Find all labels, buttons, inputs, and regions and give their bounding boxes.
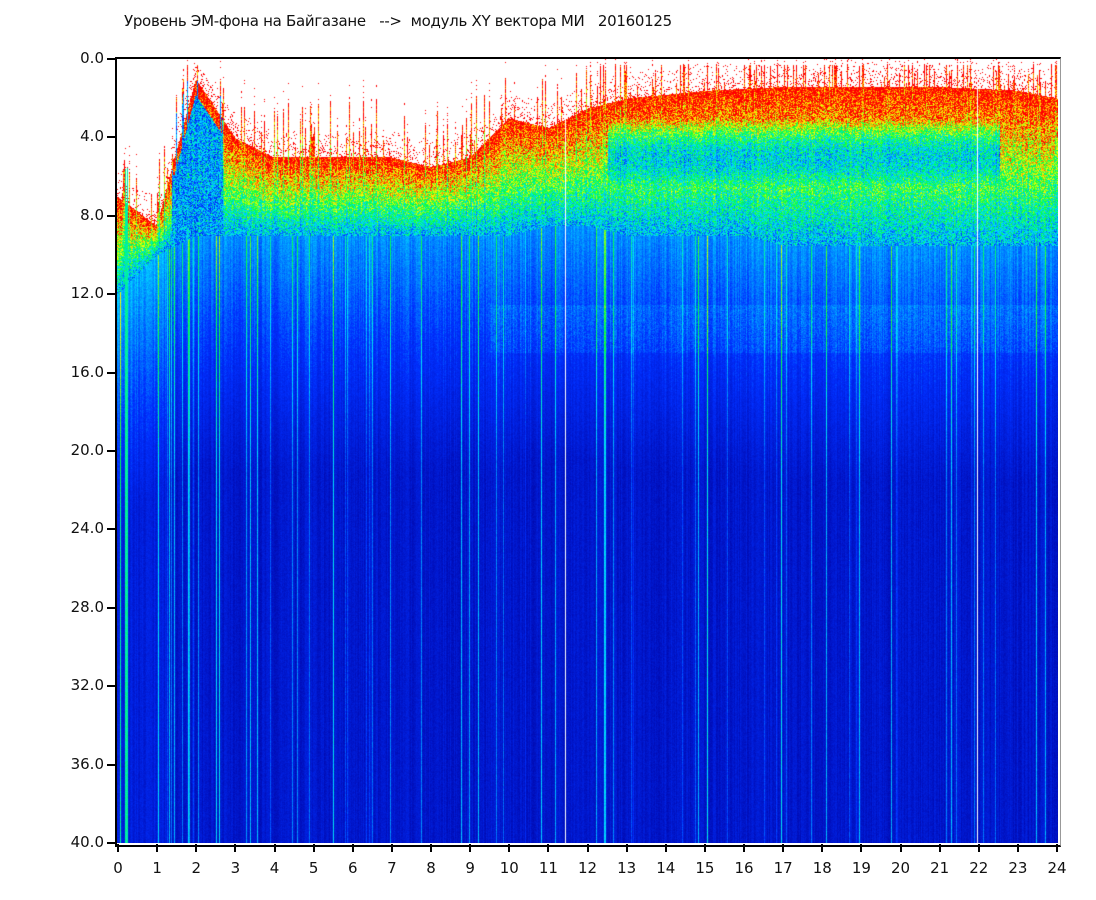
y-tick-label: 12.0: [70, 284, 104, 303]
y-tick: [107, 371, 117, 374]
x-tick: [703, 844, 706, 852]
x-tick: [1016, 844, 1019, 852]
x-tick: [821, 844, 824, 852]
x-tick-label: 2: [191, 859, 202, 877]
x-tick-label: 9: [465, 859, 475, 877]
y-tick: [107, 528, 117, 531]
x-tick: [547, 844, 550, 852]
x-tick-label: 13: [617, 859, 637, 877]
x-tick-label: 20: [890, 859, 911, 877]
x-tick: [977, 844, 980, 852]
x-tick: [195, 844, 198, 852]
spectrogram-heatmap: [117, 59, 1058, 843]
y-tick: [107, 450, 117, 452]
x-tick-label: 4: [269, 859, 280, 877]
x-tick: [1056, 844, 1058, 852]
y-tick-label: 40.0: [70, 833, 104, 851]
x-tick-label: 8: [426, 859, 436, 877]
y-tick-label: 36.0: [70, 754, 104, 773]
x-tick: [782, 844, 785, 852]
y-tick: [107, 293, 117, 296]
x-tick: [508, 844, 511, 852]
x-tick: [430, 844, 432, 852]
y-tick-label: 16.0: [70, 362, 104, 381]
x-tick-label: 14: [656, 859, 676, 877]
y-tick-label: 0.0: [80, 49, 104, 67]
x-tick: [664, 844, 667, 852]
x-tick: [625, 844, 628, 852]
x-tick: [117, 844, 119, 852]
x-tick: [156, 844, 159, 852]
x-tick-label: 11: [538, 859, 558, 877]
y-tick: [107, 606, 117, 609]
y-tick: [107, 685, 117, 688]
x-tick: [899, 844, 902, 852]
x-tick-label: 5: [308, 859, 319, 877]
y-tick: [107, 58, 117, 60]
x-tick-label: 19: [851, 859, 871, 877]
y-tick-label: 24.0: [70, 519, 104, 538]
y-tick: [107, 763, 117, 766]
y-tick: [107, 842, 117, 844]
x-tick-label: 15: [695, 859, 715, 877]
x-tick-label: 1: [152, 859, 162, 877]
x-tick: [469, 844, 472, 852]
x-tick-label: 21: [930, 859, 950, 877]
y-tick-label: 32.0: [70, 676, 104, 695]
x-tick-label: 3: [230, 859, 241, 877]
x-tick-label: 24: [1047, 859, 1067, 877]
x-tick: [586, 844, 589, 852]
x-tick: [938, 844, 941, 852]
x-tick-label: 0: [113, 859, 123, 877]
x-tick-label: 18: [812, 859, 832, 877]
x-tick-label: 16: [734, 859, 754, 877]
x-tick: [743, 844, 745, 852]
y-tick-label: 8.0: [80, 205, 104, 224]
x-tick: [273, 844, 276, 852]
x-tick: [351, 844, 354, 852]
x-tick-label: 10: [499, 859, 519, 877]
x-tick: [390, 844, 393, 852]
y-tick: [107, 136, 117, 139]
x-tick-label: 6: [347, 859, 358, 877]
y-tick-label: 4.0: [80, 127, 104, 146]
chart-title: Уровень ЭМ-фона на Байгазане --> модуль …: [124, 12, 672, 30]
y-tick-label: 20.0: [70, 441, 104, 459]
x-tick-label: 7: [387, 859, 397, 877]
x-tick: [234, 844, 237, 852]
y-tick-label: 28.0: [70, 597, 104, 616]
x-tick-label: 12: [577, 859, 598, 877]
x-tick-label: 23: [1008, 859, 1028, 877]
x-tick: [312, 844, 315, 852]
x-tick: [860, 844, 863, 852]
x-tick-label: 22: [969, 859, 989, 877]
x-tick-label: 17: [773, 859, 793, 877]
y-tick: [107, 214, 117, 217]
